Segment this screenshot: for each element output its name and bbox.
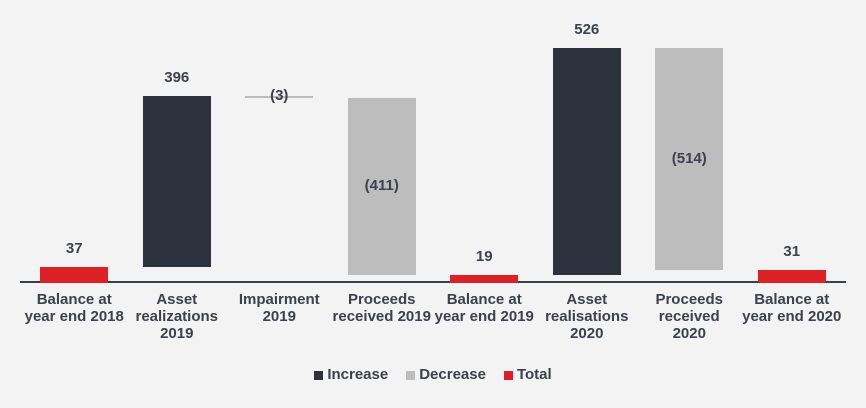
waterfall-bar-total bbox=[757, 269, 826, 283]
x-axis-label: Asset realisations 2020 bbox=[545, 291, 629, 342]
legend-marker-total-icon bbox=[503, 370, 513, 380]
legend-label-decrease: Decrease bbox=[419, 366, 486, 383]
x-axis-label: Proceeds received 2019 bbox=[332, 291, 431, 325]
x-axis-label: Balance at year end 2018 bbox=[24, 291, 124, 325]
x-axis-label: Balance at year end 2019 bbox=[434, 291, 534, 325]
bar-value-label: (411) bbox=[364, 177, 399, 195]
bar-value-label: (514) bbox=[671, 149, 707, 167]
x-axis-label: Asset realizations 2019 bbox=[135, 291, 219, 342]
x-axis-label: Impairment 2019 bbox=[238, 291, 320, 325]
x-axis-line bbox=[20, 281, 846, 283]
bar-value-label: 19 bbox=[475, 247, 493, 265]
waterfall-bar-decrease bbox=[655, 48, 724, 270]
bar-value-label: 31 bbox=[783, 242, 801, 260]
bar-value-label: 396 bbox=[164, 69, 190, 87]
waterfall-bar-increase bbox=[552, 48, 621, 275]
waterfall-bar-decrease bbox=[347, 97, 416, 275]
waterfall-bar-decrease bbox=[245, 96, 314, 98]
waterfall-bar-increase bbox=[142, 96, 211, 268]
x-axis-label: Proceeds received 2020 bbox=[655, 291, 724, 342]
legend-item-increase: Increase bbox=[314, 366, 388, 384]
legend: Increase Decrease Total bbox=[0, 366, 866, 384]
bar-value-label: 526 bbox=[574, 21, 600, 38]
x-axis-label: Balance at year end 2020 bbox=[742, 291, 842, 325]
legend-item-total: Total bbox=[503, 366, 552, 384]
legend-label-increase: Increase bbox=[327, 366, 389, 383]
waterfall-bar-total bbox=[450, 274, 519, 283]
legend-marker-increase-icon bbox=[314, 370, 324, 380]
legend-marker-decrease-icon bbox=[406, 370, 416, 380]
bar-value-label: (3) bbox=[270, 87, 289, 105]
waterfall-bar-total bbox=[40, 267, 109, 283]
legend-item-decrease: Decrease bbox=[406, 366, 486, 384]
legend-label-total: Total bbox=[516, 366, 552, 383]
bar-value-label: 37 bbox=[65, 240, 83, 258]
